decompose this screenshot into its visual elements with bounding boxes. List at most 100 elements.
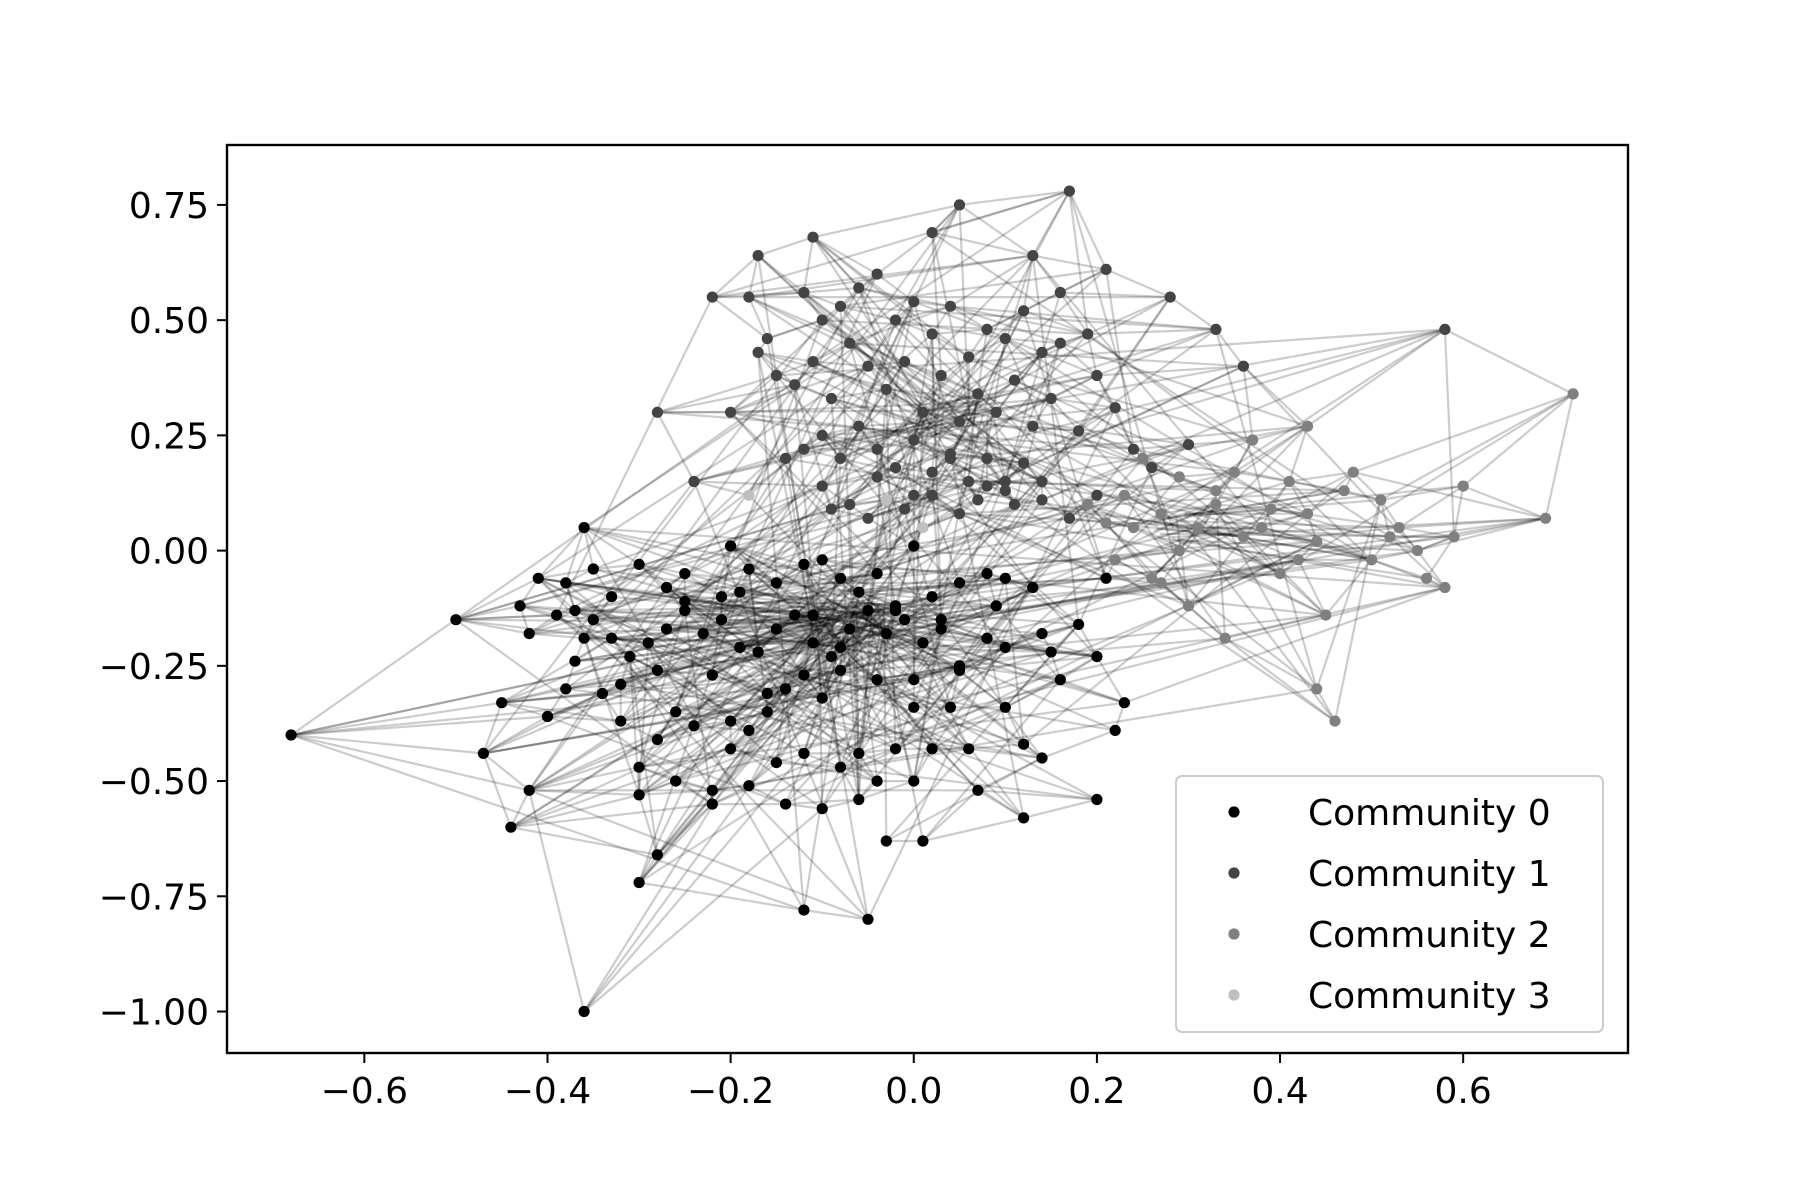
network-edge	[1005, 480, 1391, 538]
network-edge	[1169, 517, 1546, 539]
data-point	[880, 383, 892, 395]
network-edge	[638, 747, 731, 769]
network-edge	[739, 618, 905, 649]
network-edge	[510, 826, 658, 856]
network-edge	[501, 512, 960, 704]
network-edge	[867, 508, 905, 520]
network-edge	[592, 374, 1098, 621]
network-edge	[840, 632, 1043, 672]
network-edge	[693, 724, 749, 732]
network-edge	[1004, 338, 1108, 579]
network-edge	[656, 605, 897, 856]
network-edge	[1151, 549, 1181, 580]
data-point	[816, 803, 828, 815]
network-edge	[830, 397, 860, 427]
network-edge	[785, 687, 823, 700]
network-edge	[556, 614, 594, 621]
network-edge	[822, 424, 981, 437]
network-edge	[840, 687, 1317, 769]
data-point	[734, 641, 746, 654]
data-point	[1283, 475, 1295, 488]
network-edge	[794, 614, 915, 681]
network-edge	[528, 692, 768, 792]
network-edge	[1380, 485, 1464, 501]
data-point	[963, 743, 975, 755]
network-edge	[583, 526, 640, 566]
network-edge	[812, 236, 933, 335]
network-edge	[1417, 517, 1546, 552]
network-edge	[1014, 379, 1052, 400]
network-edge	[711, 646, 741, 676]
network-edge	[826, 609, 915, 681]
network-edge	[1417, 535, 1455, 552]
network-edge	[1202, 425, 1309, 535]
network-edge	[785, 457, 1372, 561]
data-point	[1100, 517, 1112, 529]
data-point	[798, 669, 810, 681]
network-edge	[873, 623, 1025, 819]
network-edge	[867, 461, 1024, 520]
network-edge	[1050, 397, 1116, 409]
network-edge	[913, 439, 951, 460]
data-point	[926, 328, 938, 340]
network-edge	[931, 204, 961, 234]
network-edge	[958, 581, 997, 607]
network-edge	[954, 328, 1217, 411]
data-point	[1118, 489, 1130, 501]
network-edge	[1087, 333, 1290, 483]
data-point	[999, 333, 1011, 345]
network-edge	[858, 780, 915, 801]
network-edge	[977, 789, 1025, 819]
data-point	[1137, 452, 1149, 464]
network-edge	[913, 438, 951, 455]
network-edge	[1068, 190, 1190, 607]
network-edge	[1156, 527, 1244, 538]
network-edge	[1096, 328, 1217, 377]
network-edge	[1261, 512, 1308, 529]
network-edge	[692, 481, 870, 920]
network-edge	[674, 613, 830, 782]
network-edge	[831, 397, 1372, 561]
network-edge	[1153, 503, 1217, 533]
network-edge	[983, 255, 1034, 409]
network-edge	[1031, 254, 1062, 294]
network-edge	[747, 296, 769, 340]
plot-frame	[225, 143, 1630, 1055]
data-point	[926, 466, 938, 478]
network-edge	[757, 351, 796, 386]
network-edge	[931, 471, 969, 483]
network-edge	[858, 286, 915, 303]
data-point	[844, 337, 856, 349]
y-tick-label: −0.25	[99, 647, 209, 688]
data-point	[825, 503, 838, 515]
data-point	[679, 595, 691, 607]
data-point	[1366, 554, 1378, 566]
network-edge	[876, 231, 933, 275]
network-edge	[1297, 559, 1327, 616]
network-edge	[803, 669, 841, 677]
network-edge	[711, 784, 750, 806]
network-edge	[1050, 650, 1098, 658]
network-edge	[840, 305, 1216, 331]
network-edge	[739, 591, 896, 607]
network-edge	[757, 494, 915, 653]
network-edge	[574, 637, 613, 663]
data-point	[1063, 512, 1075, 524]
network-edge	[886, 632, 924, 644]
x-tick-label: −0.4	[504, 1071, 591, 1112]
data-point	[798, 443, 810, 455]
network-edge	[775, 374, 1007, 649]
network-edge	[1242, 365, 1419, 552]
network-edge	[455, 618, 530, 635]
network-edge	[748, 291, 804, 299]
data-point	[871, 775, 883, 787]
network-edge	[812, 190, 1071, 363]
network-edge	[684, 572, 854, 618]
network-edge	[528, 485, 988, 792]
data-point	[569, 604, 581, 617]
network-edge	[865, 499, 888, 614]
network-edge	[1177, 539, 1418, 552]
y-tick-label: 0.00	[129, 532, 209, 573]
data-point	[1118, 697, 1130, 709]
network-edge	[1087, 328, 1216, 336]
